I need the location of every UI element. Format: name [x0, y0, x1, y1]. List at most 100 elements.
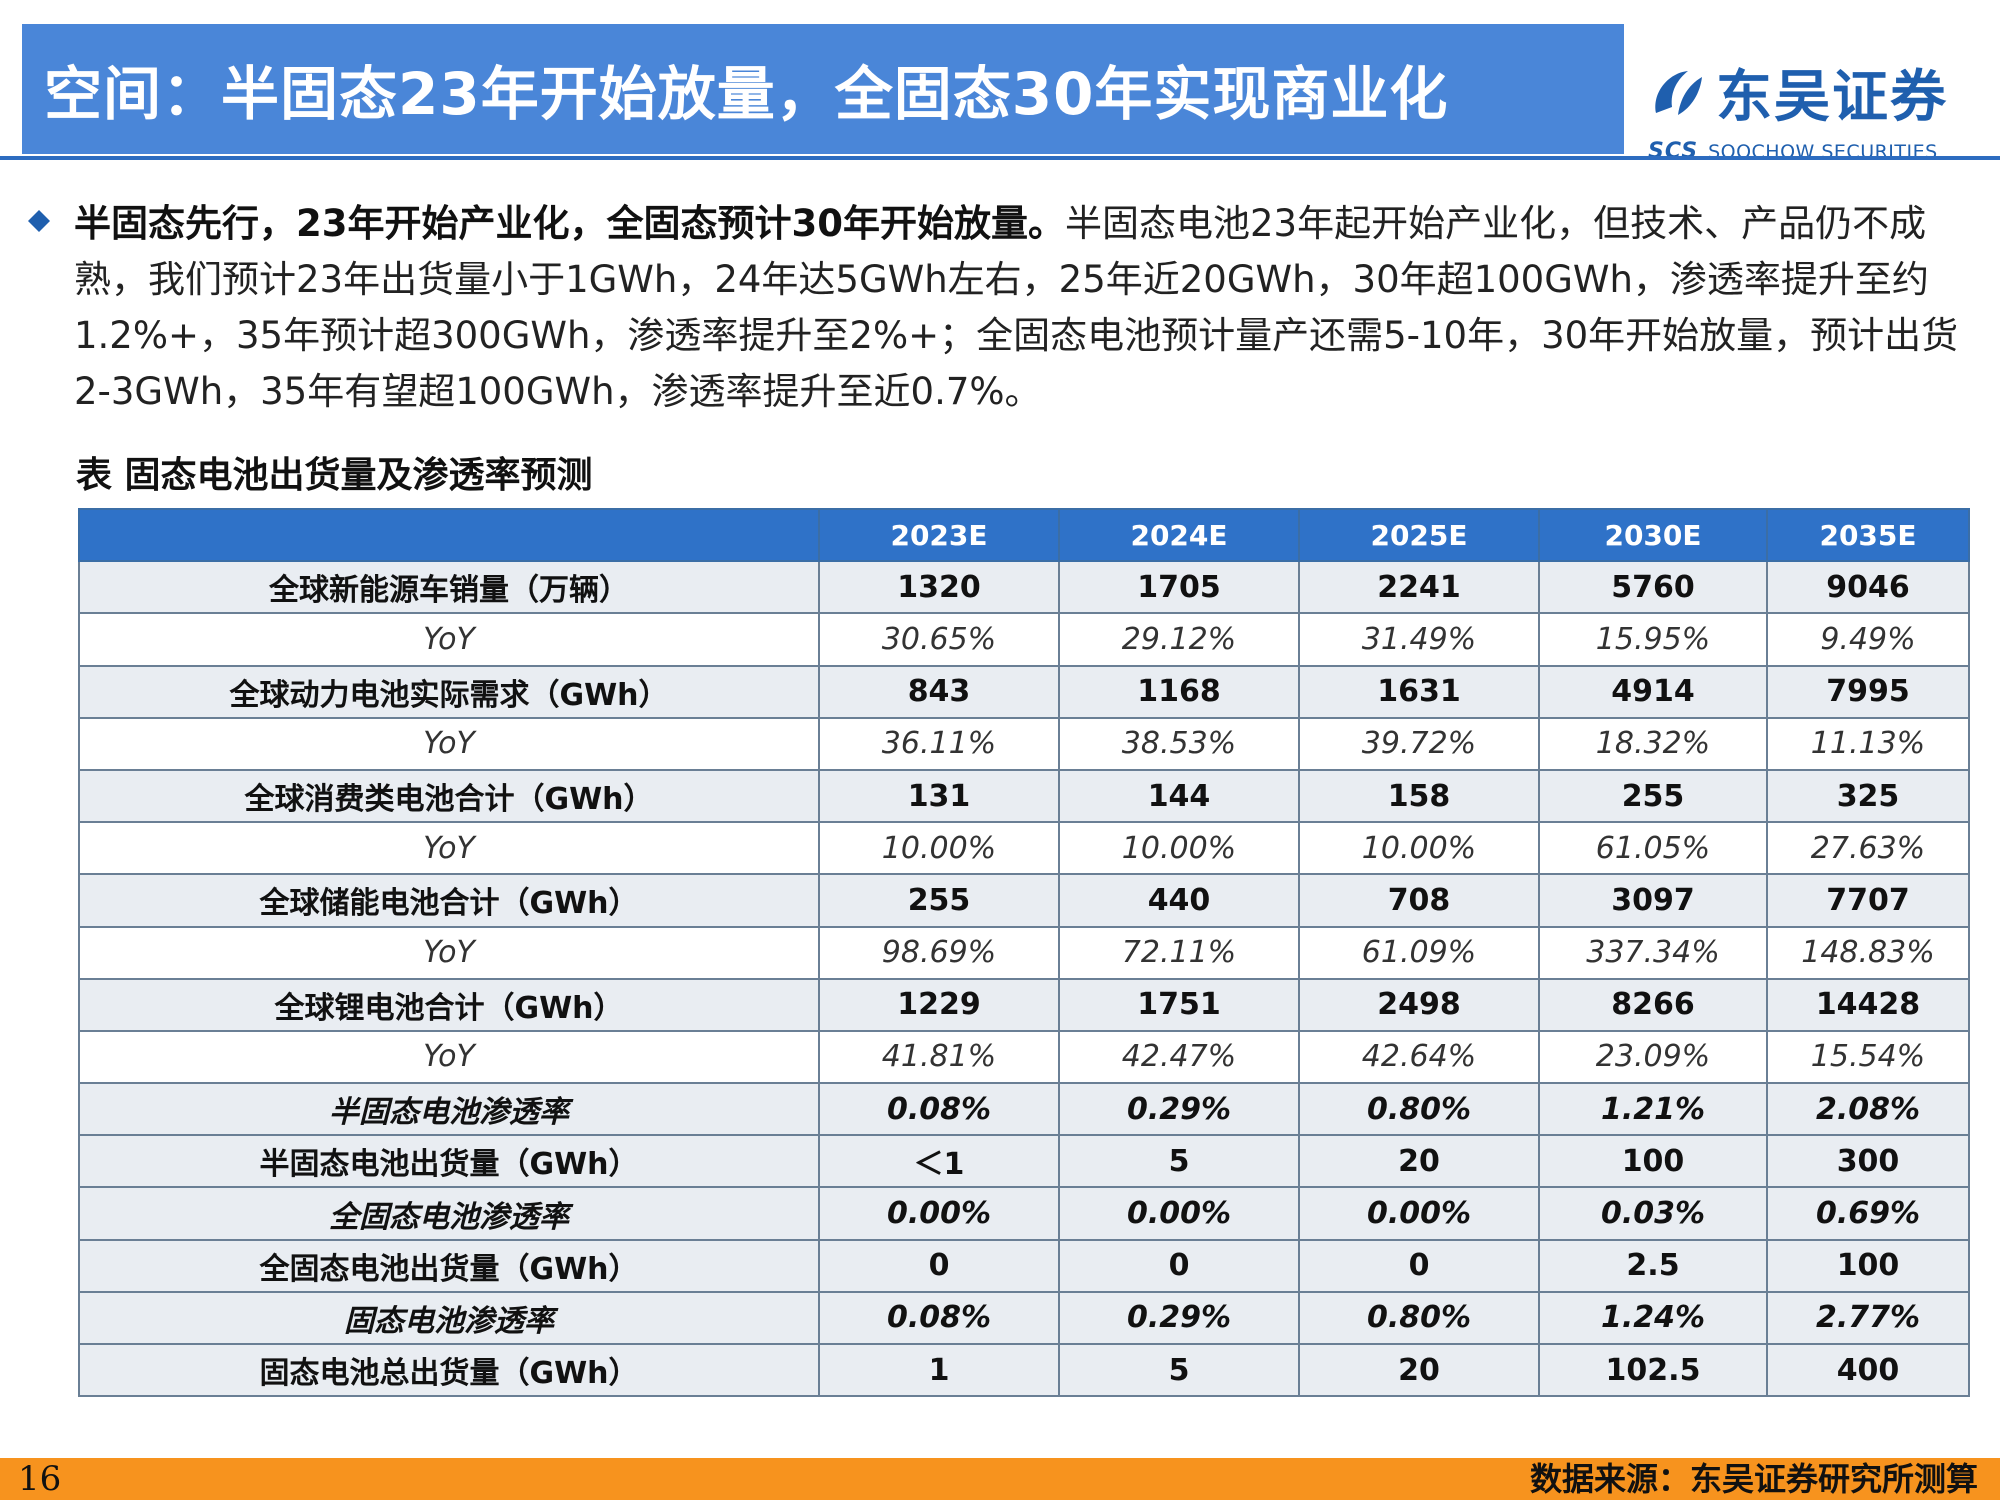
row-label: 全球锂电池合计（GWh） [78, 977, 820, 1032]
table-cell: 10.00% [1058, 821, 1300, 876]
table-cell: 7995 [1766, 664, 1970, 719]
table-cell: 100 [1766, 1238, 1970, 1293]
row-label: 半固态电池渗透率 [78, 1082, 820, 1137]
row-label: YoY [78, 925, 820, 980]
table-cell: 3097 [1538, 873, 1768, 928]
table-cell: 1631 [1298, 664, 1540, 719]
table-cell: 0.00% [1298, 1186, 1540, 1241]
table-cell: 708 [1298, 873, 1540, 928]
summary-body: 半固态电池23年起开始产业化，但技术、产品仍不成熟，我们预计23年出货量小于1G… [74, 202, 1959, 413]
diamond-icon [28, 210, 50, 232]
column-header: 2023E [818, 507, 1060, 563]
logo-name: 东吴证券 [1716, 65, 1948, 130]
table-cell: 10.00% [818, 821, 1060, 876]
table-cell: 7707 [1766, 873, 1970, 928]
table-cell: 1168 [1058, 664, 1300, 719]
table-cell: 0.80% [1298, 1290, 1540, 1346]
table-cell: 0 [1058, 1238, 1300, 1293]
table-cell: 0 [818, 1238, 1060, 1293]
table-cell: 42.64% [1298, 1029, 1540, 1085]
table-cell: 255 [1538, 768, 1768, 824]
table-cell: 131 [818, 768, 1060, 824]
footer-bar [0, 1458, 2000, 1500]
table-cell: 9046 [1766, 560, 1970, 615]
table-cell: 38.53% [1058, 716, 1300, 771]
row-label: YoY [78, 821, 820, 876]
table-cell: 61.09% [1298, 925, 1540, 980]
table-cell: 11.13% [1766, 716, 1970, 771]
table-cell: 1.21% [1538, 1082, 1768, 1137]
table-cell: 1751 [1058, 977, 1300, 1032]
table-cell: 0.69% [1766, 1186, 1970, 1241]
table-cell: 158 [1298, 768, 1540, 824]
table-cell: 1 [818, 1342, 1060, 1398]
summary-paragraph: 半固态先行，23年开始产业化，全固态预计30年开始放量。半固态电池23年起开始产… [74, 196, 1988, 420]
table-cell: 337.34% [1538, 925, 1768, 980]
data-source-note: 数据来源：东吴证券研究所测算 [1529, 1460, 1978, 1498]
table-cell: 36.11% [818, 716, 1060, 771]
table-cell: 1320 [818, 560, 1060, 615]
table-cell: 0 [1298, 1238, 1540, 1293]
table-cell: 843 [818, 664, 1060, 719]
table-cell: 5 [1058, 1134, 1300, 1189]
table-cell: 23.09% [1538, 1029, 1768, 1085]
row-label: YoY [78, 1029, 820, 1085]
table-cell: 15.95% [1538, 612, 1768, 667]
table-cell: 29.12% [1058, 612, 1300, 667]
table-cell: 0.08% [818, 1082, 1060, 1137]
table-cell: 42.47% [1058, 1029, 1300, 1085]
table-header-corner [78, 507, 820, 563]
table-cell: 148.83% [1766, 925, 1970, 980]
table-cell: 2.08% [1766, 1082, 1970, 1137]
title-bar: 空间：半固态23年开始放量，全固态30年实现商业化 [22, 24, 1624, 154]
table-cell: 0.08% [818, 1290, 1060, 1346]
table-row: 全球动力电池实际需求（GWh） 843 1168 1631 4914 7995 [78, 664, 1970, 719]
table-row: 全球新能源车销量（万辆） 1320 1705 2241 5760 9046 [78, 560, 1970, 615]
table-title: 表 固态电池出货量及渗透率预测 [76, 455, 593, 496]
table-cell: 27.63% [1766, 821, 1970, 876]
table-cell: 0.80% [1298, 1082, 1540, 1137]
table-cell: 100 [1538, 1134, 1768, 1189]
table-cell: 8266 [1538, 977, 1768, 1032]
table-cell: 1705 [1058, 560, 1300, 615]
column-header: 2024E [1058, 507, 1300, 563]
table-row: YoY 41.81% 42.47% 42.64% 23.09% 15.54% [78, 1029, 1970, 1085]
table-cell: 2.5 [1538, 1238, 1768, 1293]
table-row: 半固态电池渗透率 0.08% 0.29% 0.80% 1.21% 2.08% [78, 1082, 1970, 1137]
table-cell: 98.69% [818, 925, 1060, 980]
table-cell: 1229 [818, 977, 1060, 1032]
row-label: 固态电池渗透率 [78, 1290, 820, 1346]
table-cell: 0.29% [1058, 1082, 1300, 1137]
table-cell: 0.00% [1058, 1186, 1300, 1241]
row-label: 半固态电池出货量（GWh） [78, 1134, 820, 1189]
table-row: 半固态电池出货量（GWh） ＜1 5 20 100 300 [78, 1134, 1970, 1189]
table-row: YoY 30.65% 29.12% 31.49% 15.95% 9.49% [78, 612, 1970, 667]
page-title: 空间：半固态23年开始放量，全固态30年实现商业化 [44, 60, 1449, 128]
table-row: 全固态电池出货量（GWh） 0 0 0 2.5 100 [78, 1238, 1970, 1293]
row-label: 全固态电池出货量（GWh） [78, 1238, 820, 1293]
page-number: 16 [18, 1459, 62, 1499]
table-cell: 20 [1298, 1342, 1540, 1398]
table-cell: 5760 [1538, 560, 1768, 615]
table-cell: 14428 [1766, 977, 1970, 1032]
summary-lead: 半固态先行，23年开始产业化，全固态预计30年开始放量。 [74, 202, 1065, 245]
table-cell: 2241 [1298, 560, 1540, 615]
table-cell: 18.32% [1538, 716, 1768, 771]
table-header-row: 2023E 2024E 2025E 2030E 2035E [78, 507, 1970, 563]
table-cell: 2.77% [1766, 1290, 1970, 1346]
table-cell: 102.5 [1538, 1342, 1768, 1398]
table-cell: 0.29% [1058, 1290, 1300, 1346]
table-cell: 400 [1766, 1342, 1970, 1398]
header-divider [0, 156, 2000, 160]
table-cell: 255 [818, 873, 1060, 928]
row-label: 全球新能源车销量（万辆） [78, 560, 820, 615]
table-cell: 39.72% [1298, 716, 1540, 771]
row-label: 全球储能电池合计（GWh） [78, 873, 820, 928]
table-cell: 144 [1058, 768, 1300, 824]
table-row: YoY 98.69% 72.11% 61.09% 337.34% 148.83% [78, 925, 1970, 980]
table-cell: 30.65% [818, 612, 1060, 667]
company-logo: 东吴证券 SCS SOOCHOW SECURITIES [1648, 52, 1946, 164]
table-cell: 0.00% [818, 1186, 1060, 1241]
row-label: 全球动力电池实际需求（GWh） [78, 664, 820, 719]
table-cell: 5 [1058, 1342, 1300, 1398]
